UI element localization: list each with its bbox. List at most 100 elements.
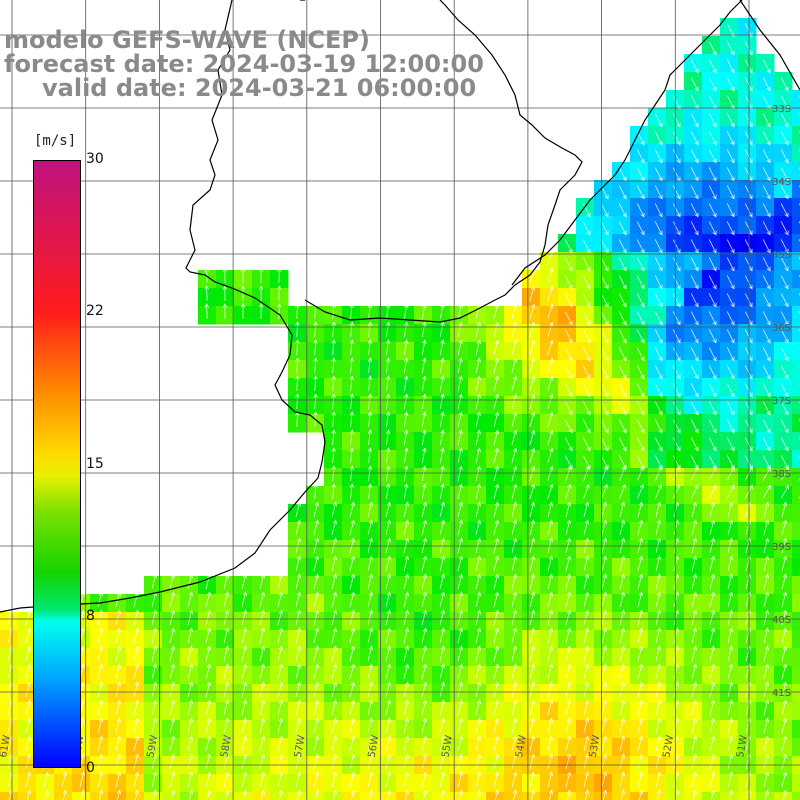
wind-arrow — [547, 321, 554, 337]
wind-arrow — [421, 681, 428, 697]
wind-arrow — [708, 41, 717, 56]
wind-arrow — [421, 411, 427, 428]
wind-arrow — [511, 627, 518, 643]
wind-arrow — [331, 645, 338, 661]
colorbar-tick-0: 0 — [86, 760, 95, 776]
wind-arrow — [582, 419, 591, 434]
wind-cell — [324, 792, 343, 800]
wind-arrow — [708, 131, 717, 146]
wind-arrow — [367, 357, 373, 374]
wind-arrow — [780, 419, 789, 434]
wind-arrow — [762, 365, 771, 380]
wind-arrow — [672, 293, 681, 308]
wind-arrow — [205, 771, 212, 787]
wind-arrow — [654, 257, 663, 272]
wind-arrow — [763, 753, 770, 769]
wind-arrow — [691, 699, 698, 715]
wind-arrow — [511, 753, 518, 769]
wind-arrow — [385, 609, 392, 625]
wind-cell — [792, 612, 800, 631]
wind-arrow — [726, 329, 735, 344]
wind-arrow — [223, 663, 230, 679]
wind-arrow — [457, 681, 464, 697]
wind-arrow — [547, 483, 554, 499]
wind-arrow — [547, 735, 554, 751]
wind-arrow — [727, 519, 734, 535]
wind-arrow — [457, 663, 464, 679]
wind-arrow — [385, 573, 392, 589]
wind-arrow — [708, 329, 717, 344]
wind-arrow — [206, 789, 212, 800]
wind-arrow — [493, 375, 500, 391]
wind-arrow — [655, 735, 662, 751]
wind-arrow — [457, 447, 463, 463]
wind-arrow — [367, 447, 373, 464]
wind-arrow — [691, 573, 698, 589]
wind-arrow — [583, 717, 590, 733]
wind-arrow — [690, 77, 699, 92]
wind-arrow — [601, 555, 608, 571]
wind-cell — [342, 792, 361, 800]
wind-arrow — [349, 663, 356, 679]
wind-arrow — [600, 257, 609, 272]
wind-arrow — [241, 735, 248, 751]
wind-arrow — [349, 411, 355, 428]
wind-cell — [234, 792, 253, 800]
wind-arrow — [241, 771, 248, 787]
wind-arrow — [637, 609, 644, 625]
wind-arrow — [547, 393, 554, 409]
wind-cell — [792, 504, 800, 523]
wind-cell — [108, 792, 127, 800]
wind-arrow — [313, 717, 320, 733]
wind-cell — [792, 324, 800, 343]
wind-arrow — [618, 257, 627, 272]
wind-arrow — [727, 591, 734, 607]
wind-arrow — [62, 789, 68, 800]
wind-arrow — [636, 221, 645, 236]
wind-arrow — [385, 771, 392, 787]
wind-cell — [594, 792, 613, 800]
wind-arrow — [458, 789, 464, 800]
wind-arrow — [511, 429, 518, 445]
wind-arrow — [457, 609, 464, 625]
wind-arrow — [529, 519, 536, 535]
wind-arrow — [600, 347, 609, 362]
wind-arrow — [25, 681, 32, 697]
wind-arrow — [295, 753, 302, 769]
wind-arrow — [259, 591, 266, 607]
wind-arrow — [25, 663, 32, 679]
wind-arrow — [421, 429, 427, 446]
wind-cell — [792, 738, 800, 757]
wind-arrow — [385, 519, 392, 535]
wind-arrow — [295, 609, 302, 625]
wind-arrow — [349, 573, 356, 589]
wind-arrow — [511, 555, 518, 571]
wind-arrow — [493, 339, 500, 355]
wind-arrow — [133, 609, 140, 625]
wind-arrow — [475, 699, 482, 715]
wind-arrow — [709, 681, 716, 697]
wind-cell — [270, 792, 289, 800]
wind-arrow — [691, 681, 698, 697]
wind-arrow — [97, 681, 104, 697]
wind-arrow — [565, 735, 572, 751]
wind-arrow — [421, 447, 427, 464]
wind-arrow — [241, 717, 248, 733]
wind-arrow — [493, 411, 500, 427]
wind-arrow — [654, 221, 663, 236]
wind-arrow — [259, 609, 266, 625]
wind-arrow — [727, 663, 734, 679]
wind-arrow — [295, 555, 302, 571]
wind-arrow — [690, 365, 699, 380]
wind-arrow — [656, 789, 662, 800]
wind-arrow — [708, 437, 717, 452]
wind-arrow — [763, 609, 770, 625]
wind-arrow — [493, 735, 500, 751]
wind-arrow — [636, 257, 645, 272]
wind-arrow — [457, 591, 464, 607]
wind-arrow — [691, 771, 698, 787]
wind-arrow — [762, 185, 771, 200]
wind-arrow — [421, 357, 427, 374]
wind-arrow — [781, 717, 788, 733]
